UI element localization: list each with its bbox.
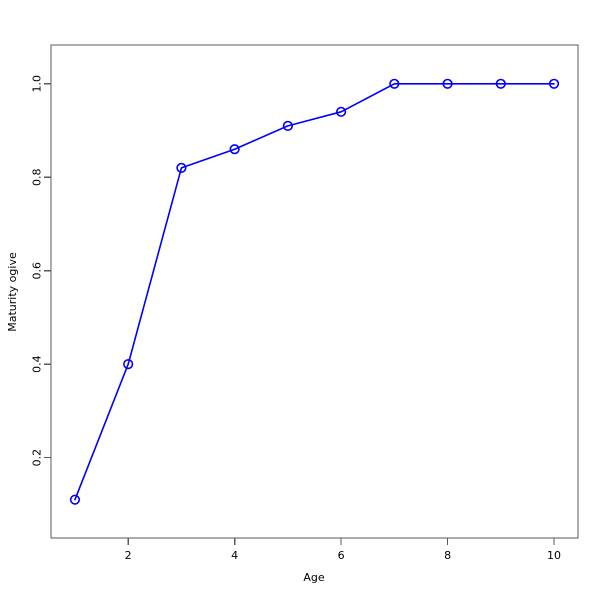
data-point-marker [389, 78, 400, 89]
data-point-marker [176, 162, 187, 173]
data-point-marker [548, 78, 560, 89]
x-tick-label: 6 [338, 549, 345, 562]
plot-border [50, 44, 579, 539]
data-point-marker [123, 359, 134, 370]
data-point-marker [229, 144, 240, 155]
y-tick-label: 0.6 [31, 262, 44, 280]
data-point-marker [336, 106, 347, 117]
x-tick-label: 4 [231, 549, 238, 562]
data-series [69, 78, 560, 505]
data-point-marker [282, 120, 293, 131]
x-tick-label: 10 [547, 549, 561, 562]
x-tick-label: 2 [125, 549, 132, 562]
x-axis-ticks: 2 4 6 8 10 [125, 538, 561, 562]
y-tick-label: 0.8 [31, 168, 44, 186]
x-tick-label: 8 [444, 549, 451, 562]
y-tick-label: 0.2 [31, 449, 44, 467]
plot-frame [50, 44, 579, 539]
data-point-marker [442, 78, 453, 89]
data-point-marker [69, 494, 81, 505]
y-axis-ticks: 0.2 0.4 0.6 0.8 1.0 [31, 75, 51, 467]
y-axis-title: Maturity ogive [6, 252, 19, 332]
y-tick-label: 0.4 [31, 355, 44, 373]
data-point-marker [495, 78, 506, 89]
y-tick-label: 1.0 [31, 75, 44, 93]
x-axis-title: Age [303, 571, 325, 584]
series-line-maturity-ogive [74, 82, 555, 501]
